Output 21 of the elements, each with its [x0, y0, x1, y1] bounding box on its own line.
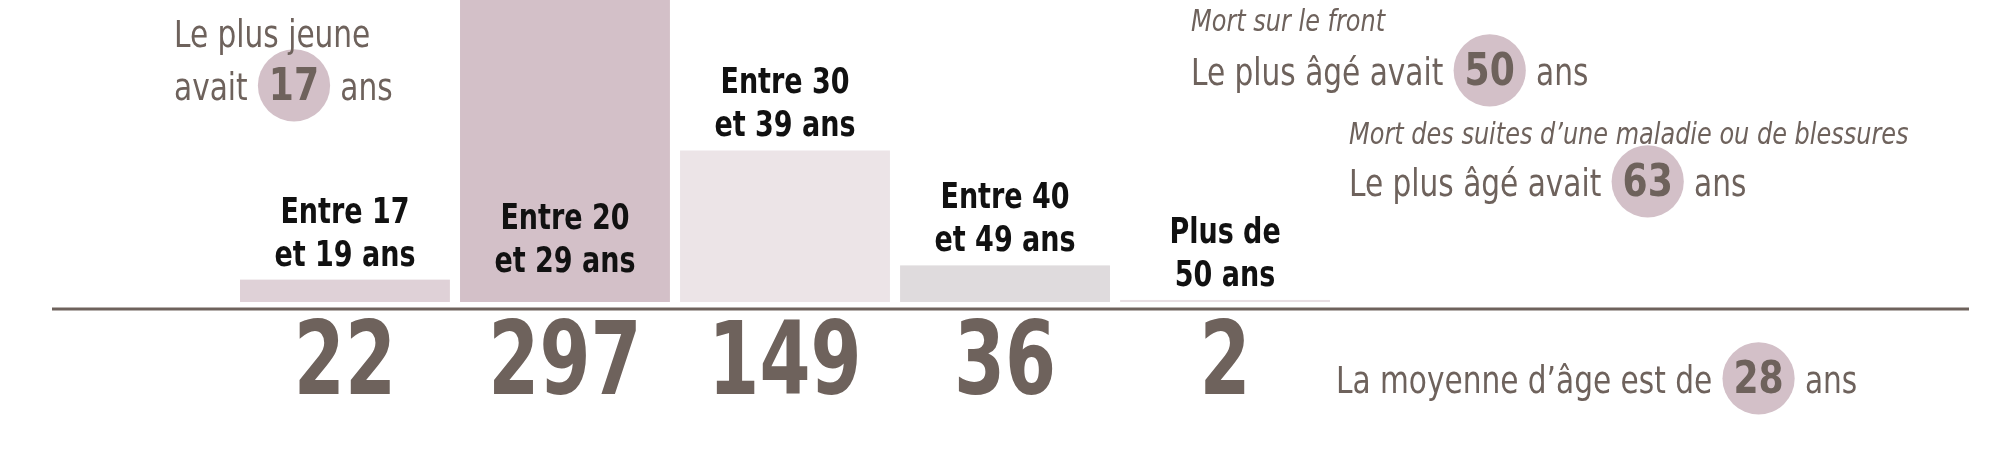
text: La moyenne d’âge est de 28 ans — [1336, 351, 1858, 405]
bar — [1120, 299, 1330, 302]
bar — [680, 150, 890, 302]
bar — [460, 0, 670, 302]
data-label: 36 — [953, 299, 1057, 419]
data-label: 2 — [1199, 299, 1251, 419]
x-tick-label: Entre 30 et 39 ans — [714, 59, 856, 146]
annotation: Le plus âgé avait 50 ans — [1191, 43, 1589, 97]
x-tick-label: Entre 40 et 49 ans — [934, 174, 1076, 261]
data-label: 149 — [708, 299, 862, 419]
x-tick-label: Plus de 50 ans — [1169, 209, 1281, 296]
x-tick-label: Entre 20 et 29 ans — [494, 195, 636, 282]
text: Le plus âgé avait 63 ans — [1349, 154, 1747, 208]
annotation: Le plus jeune avait 17 ans — [174, 12, 393, 112]
bar — [900, 265, 1110, 302]
data-label: 297 — [488, 299, 642, 419]
bar — [240, 279, 450, 302]
x-tick-label: Entre 17 et 19 ans — [274, 188, 416, 275]
text: Mort des suites d’une maladie ou de blessures — [1349, 116, 1909, 151]
annotation: Mort sur le front — [1191, 3, 1387, 38]
data-label: 22 — [293, 299, 397, 419]
